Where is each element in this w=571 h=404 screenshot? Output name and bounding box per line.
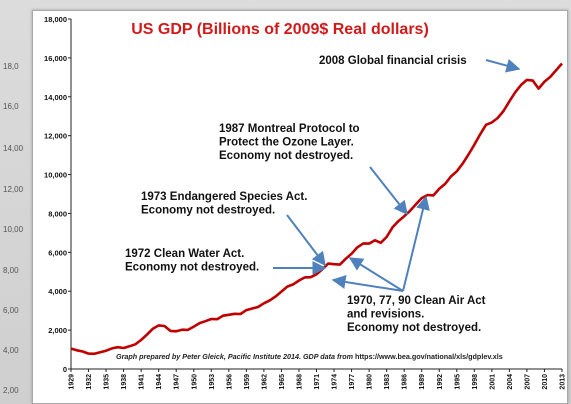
annotation: 1973 Endangered Species Act. Economy not … xyxy=(141,191,307,217)
x-tick-label: 1953 xyxy=(209,374,216,390)
x-tick-label: 1965 xyxy=(279,374,286,390)
x-tick-label: 1983 xyxy=(384,374,391,390)
y-tick-label: 6,000 xyxy=(48,248,67,257)
x-tick-label: 1998 xyxy=(472,374,479,390)
background-label: 10,00 xyxy=(3,225,24,234)
x-tick-label: 1980 xyxy=(367,374,374,390)
annotation: 1972 Clean Water Act. Economy not destroy… xyxy=(125,248,259,274)
annotation-line: Economy not destroyed. xyxy=(347,322,481,334)
annotation-line: 2008 Global financial crisis xyxy=(319,55,467,67)
annotation-line: Economy not destroyed. xyxy=(141,205,275,217)
background-label: 6,00 xyxy=(3,306,19,315)
annotation-line: 1972 Clean Water Act. xyxy=(125,248,244,260)
x-tick-label: 1947 xyxy=(174,374,181,390)
x-tick-label: 1974 xyxy=(332,374,339,390)
background-label: 14,00 xyxy=(3,144,24,153)
background-label: 18,0 xyxy=(3,62,19,71)
chart-title: US GDP (Billions of 2009$ Real dollars) xyxy=(131,21,429,38)
annotations: 2008 Global financial crisis 1987 Montrea… xyxy=(125,55,486,334)
background-label: 12,00 xyxy=(3,185,24,194)
credit-url: https://www.bea.gov/national/xls/gdplev.… xyxy=(355,352,503,361)
x-tick-label: 1956 xyxy=(226,374,233,390)
annotation-line: Economy not destroyed. xyxy=(219,150,353,162)
y-tick-label: 12,000 xyxy=(44,132,67,141)
annotation: 1970, 77, 90 Clean Air Act and revisions.… xyxy=(347,295,486,334)
x-tick-label: 1986 xyxy=(402,374,409,390)
background-label: 16,0 xyxy=(3,102,19,111)
y-axis-tick-labels: 0 2,000 4,000 6,000 8,000 10,000 12,000 14,000 1… xyxy=(44,15,67,374)
annotation-arrow xyxy=(348,257,404,292)
annotation: 1987 Montreal Protocol to Protect the Ozo… xyxy=(219,123,360,162)
x-tick-label: 1944 xyxy=(156,374,163,390)
credit-text: Graph prepared by Peter Gleick, Pacific … xyxy=(116,352,355,361)
y-tick-label: 2,000 xyxy=(48,326,67,335)
x-tick-label: 2013 xyxy=(560,374,567,390)
x-tick-label: 1977 xyxy=(349,374,356,390)
y-tick-label: 14,000 xyxy=(44,93,67,102)
annotation-arrow xyxy=(485,58,521,73)
y-tick-label: 4,000 xyxy=(48,287,67,296)
x-axis-tick-labels: 1929 1932 1935 1938 1941 1944 1947 1950 1953 1956… xyxy=(69,374,567,390)
x-tick-label: 2007 xyxy=(524,374,531,390)
x-tick-label: 1935 xyxy=(104,374,111,390)
x-tick-label: 1962 xyxy=(261,374,268,390)
x-tick-label: 2010 xyxy=(542,374,549,390)
background-label: 2,00 xyxy=(3,386,19,395)
background-label: 4,00 xyxy=(3,346,19,355)
x-tick-label: 1941 xyxy=(139,374,146,390)
gdp-chart: US GDP (Billions of 2009$ Real dollars) … xyxy=(44,15,567,390)
x-tick-label: 1995 xyxy=(454,374,461,390)
y-tick-label: 0 xyxy=(63,365,67,374)
y-tick-label: 8,000 xyxy=(48,209,67,218)
annotation-line: 1973 Endangered Species Act. xyxy=(141,191,307,203)
annotation: 2008 Global financial crisis xyxy=(319,55,467,67)
x-tick-label: 1938 xyxy=(121,374,128,390)
annotation-arrow xyxy=(286,214,326,267)
annotation-line: Protect the Ozone Layer. xyxy=(219,137,354,149)
source-credit: Graph prepared by Peter Gleick, Pacific … xyxy=(116,352,503,361)
x-tick-label: 2001 xyxy=(489,374,496,390)
annotation-line: 1987 Montreal Protocol to xyxy=(219,123,360,135)
y-tick-label: 18,000 xyxy=(44,15,67,24)
annotation-arrow xyxy=(402,195,430,292)
x-tick-label: 1932 xyxy=(86,374,93,390)
x-tick-label: 1959 xyxy=(244,374,251,390)
background-label: 8,00 xyxy=(3,266,19,275)
chart-axes xyxy=(68,18,563,372)
y-tick-label: 16,000 xyxy=(44,54,67,63)
annotation-line: Economy not destroyed. xyxy=(125,262,259,274)
x-tick-label: 1992 xyxy=(437,374,444,390)
x-tick-label: 2004 xyxy=(507,374,514,390)
annotation-arrows xyxy=(273,58,521,292)
x-tick-label: 1950 xyxy=(191,374,198,390)
x-tick-label: 1929 xyxy=(69,374,76,390)
chart-frame: US GDP (Billions of 2009$ Real dollars) … xyxy=(32,10,568,404)
x-tick-label: 1968 xyxy=(296,374,303,390)
annotation-arrow xyxy=(369,166,408,216)
x-tick-label: 1971 xyxy=(314,374,321,390)
x-tick-label: 1989 xyxy=(419,374,426,390)
annotation-arrow xyxy=(331,275,404,292)
y-tick-label: 10,000 xyxy=(44,171,67,180)
annotation-line: 1970, 77, 90 Clean Air Act xyxy=(347,295,486,307)
annotation-line: and revisions. xyxy=(347,309,424,321)
